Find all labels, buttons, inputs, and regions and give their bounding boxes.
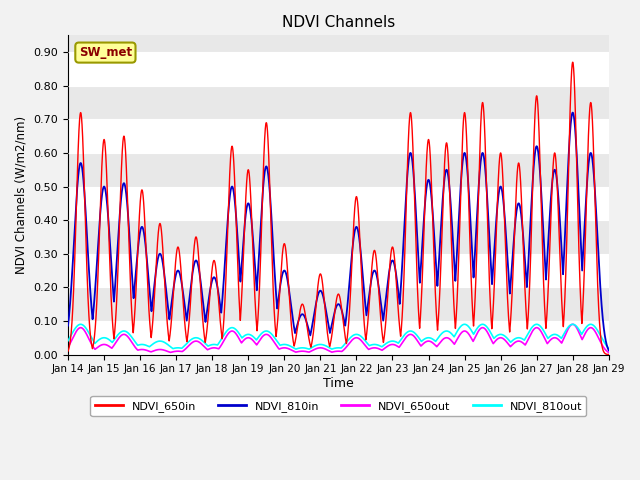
Bar [68,321,609,355]
Bar [68,120,609,153]
Bar [68,254,609,288]
Bar [68,187,609,220]
Text: SW_met: SW_met [79,46,132,59]
Title: NDVI Channels: NDVI Channels [282,15,395,30]
Bar [68,52,609,86]
X-axis label: Time: Time [323,377,354,390]
Legend: NDVI_650in, NDVI_810in, NDVI_650out, NDVI_810out: NDVI_650in, NDVI_810in, NDVI_650out, NDV… [90,396,586,416]
Y-axis label: NDVI Channels (W/m2/nm): NDVI Channels (W/m2/nm) [15,116,28,274]
